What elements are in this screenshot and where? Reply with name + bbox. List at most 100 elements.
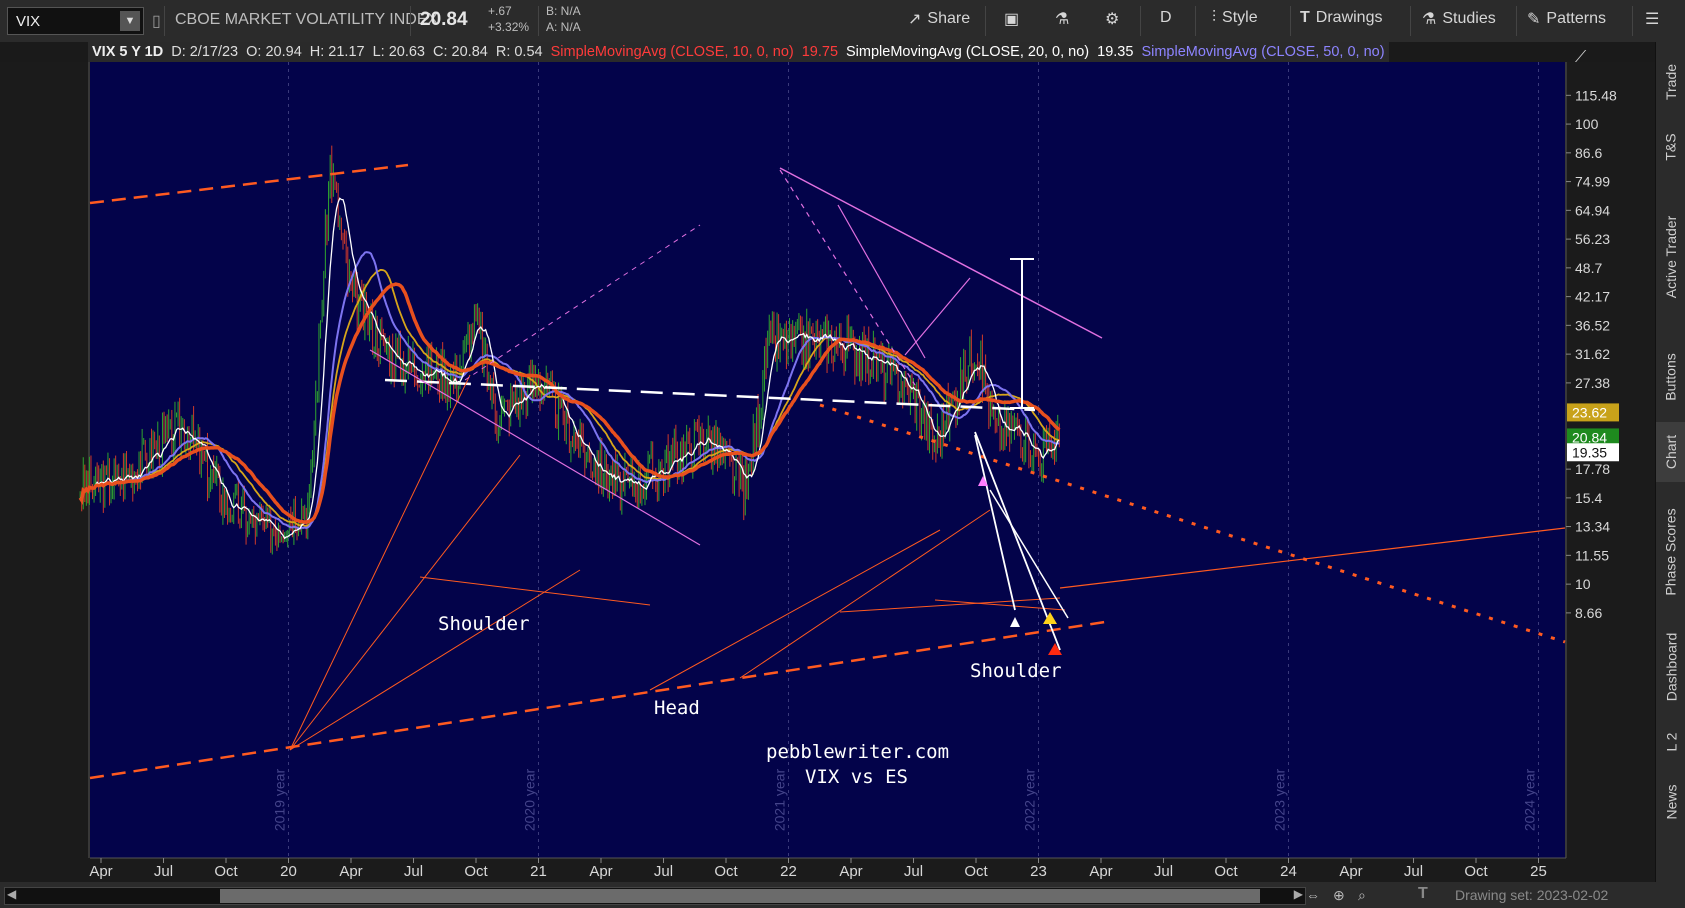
price-chart[interactable]: 2019 year 2020 year 2021 year 2022 year 2023… bbox=[0, 42, 1655, 882]
divider bbox=[985, 6, 986, 36]
fan-line[interactable] bbox=[289, 454, 521, 751]
expand-icon[interactable]: ⇔ bbox=[1306, 887, 1320, 903]
monitor-icon: ▣ bbox=[1004, 11, 1020, 28]
es-downtrend-line[interactable] bbox=[779, 167, 1103, 339]
tab-phase-scores[interactable]: Phase Scores bbox=[1656, 492, 1685, 612]
vix-axis-tick: 115.48 bbox=[1575, 87, 1617, 103]
lower-channel-line[interactable] bbox=[89, 620, 1106, 780]
time-scrollbar[interactable]: ◀ ▶ bbox=[4, 887, 1306, 905]
fan-line[interactable] bbox=[289, 374, 471, 751]
upper-channel-line[interactable] bbox=[89, 163, 409, 205]
studies-button[interactable]: ⚗ Studies bbox=[1422, 9, 1496, 29]
up-arrow-marker bbox=[1048, 643, 1062, 655]
tab-active-trader[interactable]: Active Trader bbox=[1656, 182, 1685, 332]
menu-button[interactable]: ☰ bbox=[1645, 9, 1659, 29]
up-arrow-marker bbox=[1043, 612, 1057, 624]
period-button[interactable]: D bbox=[1160, 9, 1172, 27]
sma10-line[interactable] bbox=[79, 197, 1060, 540]
time-axis-tick: Jul bbox=[1404, 863, 1423, 880]
text-tool-icon: T bbox=[1300, 9, 1310, 26]
time-axis[interactable] bbox=[0, 858, 1655, 882]
dotted-resistance-line[interactable] bbox=[819, 403, 1566, 644]
drawings-button[interactable]: T Drawings bbox=[1300, 9, 1382, 27]
year-separator-label: 2022 year bbox=[1022, 769, 1038, 832]
es-dashed-line[interactable] bbox=[464, 224, 701, 381]
vix-axis-tick: 74.99 bbox=[1575, 174, 1610, 190]
chevron-down-icon[interactable]: ▼ bbox=[120, 11, 140, 31]
vix-highlight-value: 19.35 bbox=[1572, 444, 1607, 460]
symbol-text: VIX bbox=[16, 12, 41, 30]
orange-trend-line[interactable] bbox=[1059, 527, 1566, 589]
fan-line[interactable] bbox=[739, 509, 991, 679]
vix-axis-tick: 86.6 bbox=[1575, 145, 1602, 161]
style-icon: ⫶ bbox=[1212, 9, 1217, 26]
vix-axis-tick: 11.55 bbox=[1575, 547, 1609, 563]
flask-icon: ⚗ bbox=[1055, 11, 1070, 28]
es-channel-line[interactable] bbox=[837, 204, 926, 359]
scrollbar-thumb[interactable] bbox=[220, 889, 1260, 903]
plot-area[interactable] bbox=[90, 62, 1565, 858]
head-label: Head bbox=[654, 697, 700, 719]
chart-settings-button[interactable]: ▣ bbox=[1004, 9, 1019, 29]
divider bbox=[410, 6, 411, 36]
sma10-label[interactable]: SimpleMovingAvg (CLOSE, 10, 0, no) bbox=[546, 42, 798, 62]
chart-container[interactable]: 2019 year 2020 year 2021 year 2022 year 2023… bbox=[0, 42, 1655, 887]
style-button[interactable]: ⫶ Style bbox=[1212, 9, 1258, 27]
scroll-right-icon[interactable]: ▶ bbox=[1293, 887, 1303, 901]
vix-axis-tick: 64.94 bbox=[1575, 202, 1610, 218]
white-neckline[interactable] bbox=[384, 378, 1036, 412]
tab-ts[interactable]: T&S bbox=[1656, 122, 1685, 172]
right-sidebar: Trade T&S Active Trader Buttons Chart Ph… bbox=[1655, 42, 1685, 882]
vix-highlight-value: 20.84 bbox=[1572, 429, 1607, 445]
gear-icon: ⚙ bbox=[1105, 11, 1120, 28]
time-axis-tick: Jul bbox=[654, 863, 673, 880]
scroll-left-icon[interactable]: ◀ bbox=[7, 887, 17, 901]
share-icon: ↗ bbox=[908, 11, 922, 28]
tab-label: Phase Scores bbox=[1663, 508, 1680, 596]
chart-spec[interactable]: VIX 5 Y 1D bbox=[88, 42, 168, 62]
tab-level2[interactable]: L 2 bbox=[1656, 722, 1685, 762]
tab-label: Trade bbox=[1663, 63, 1679, 101]
es-diagonal-line[interactable] bbox=[369, 349, 701, 546]
crosshair-icon[interactable]: ⊕ bbox=[1333, 887, 1345, 903]
fan-line[interactable] bbox=[649, 529, 941, 691]
share-button[interactable]: ↗ Share bbox=[908, 9, 970, 29]
sma-blue-line[interactable] bbox=[79, 251, 1060, 530]
time-axis-tick: Apr bbox=[339, 863, 362, 880]
symbol-input[interactable]: VIX ▼ bbox=[7, 7, 144, 35]
es-channel-line[interactable] bbox=[904, 277, 971, 356]
time-axis-tick: Oct bbox=[1214, 863, 1238, 880]
chart-type-icon[interactable]: ⟋ bbox=[1575, 49, 1587, 66]
patterns-button[interactable]: ✎ Patterns bbox=[1527, 9, 1606, 29]
tab-chart[interactable]: Chart bbox=[1656, 422, 1685, 482]
tab-trade[interactable]: Trade bbox=[1656, 52, 1685, 112]
drag-handle-icon[interactable]: ▯ bbox=[152, 13, 161, 30]
tab-label: Dashboard bbox=[1663, 632, 1679, 702]
settings-button[interactable]: ⚙ bbox=[1105, 9, 1119, 29]
left-price-axis[interactable] bbox=[0, 62, 88, 858]
es-channel-line[interactable] bbox=[779, 169, 916, 386]
flask-button[interactable]: ⚗ bbox=[1055, 9, 1069, 29]
sma20-label[interactable]: SimpleMovingAvg (CLOSE, 20, 0, no) bbox=[842, 42, 1094, 62]
fan-line[interactable] bbox=[419, 576, 651, 606]
year-separator-label: 2023 year bbox=[1272, 769, 1288, 832]
tab-buttons[interactable]: Buttons bbox=[1656, 342, 1685, 412]
fan-line[interactable] bbox=[289, 569, 581, 751]
time-axis-tick: Apr bbox=[839, 863, 862, 880]
tab-news[interactable]: News bbox=[1656, 772, 1685, 832]
vix-axis-tick: 17.78 bbox=[1575, 461, 1610, 477]
wedge-line[interactable] bbox=[974, 434, 1016, 611]
fan-line[interactable] bbox=[839, 597, 1061, 613]
wedge-line[interactable] bbox=[974, 431, 1061, 651]
vix-axis-tick: 27.38 bbox=[1575, 375, 1610, 391]
bar-date: D: 2/17/23 bbox=[167, 42, 243, 62]
wedge-line[interactable] bbox=[989, 489, 1069, 619]
ask-value: A: N/A bbox=[546, 20, 581, 34]
tab-label: Active Trader bbox=[1663, 215, 1680, 299]
shoulder-left-label: Shoulder bbox=[438, 613, 530, 635]
tab-dashboard[interactable]: Dashboard bbox=[1656, 622, 1685, 712]
text-tool-icon[interactable]: T bbox=[1418, 885, 1428, 902]
menu-icon: ☰ bbox=[1645, 11, 1660, 28]
zoom-icon[interactable]: ⌕ bbox=[1358, 887, 1366, 903]
sma50-label[interactable]: SimpleMovingAvg (CLOSE, 50, 0, no) bbox=[1137, 42, 1389, 62]
